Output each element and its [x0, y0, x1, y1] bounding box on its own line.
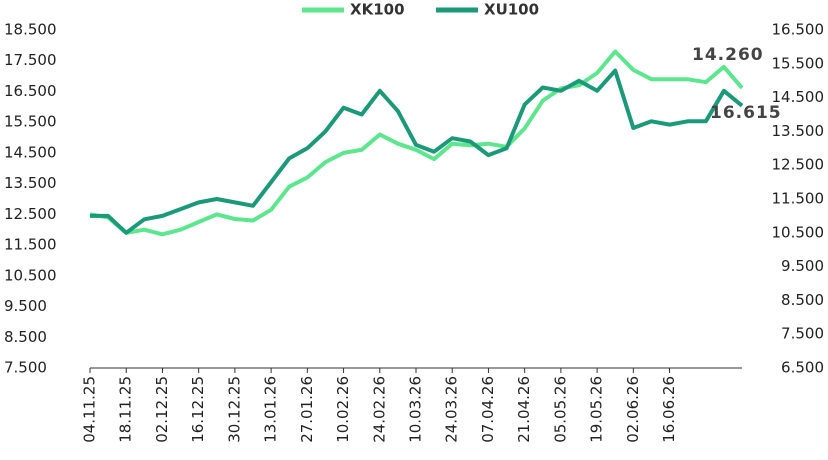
y-tick-label: 13.500	[4, 174, 57, 192]
legend-label: XK100	[350, 1, 405, 19]
x-tick-label: 13.01.26	[262, 376, 280, 443]
x-tick-label: 21.04.26	[515, 376, 533, 443]
x-tick-label: 10.02.26	[334, 376, 352, 443]
x-tick-label: 24.03.26	[443, 376, 461, 443]
series-line	[90, 68, 744, 235]
y2-tick-label: 13.500	[772, 122, 825, 140]
x-tick-label: 05.05.26	[551, 376, 569, 443]
x-tick-label: 10.03.26	[407, 376, 425, 443]
y-tick-label: 16.500	[4, 82, 57, 100]
y2-tick-label: 12.500	[772, 156, 825, 174]
value-label: 16.615	[710, 103, 782, 123]
x-tick-label: 24.02.26	[370, 376, 388, 443]
x-tick-label: 27.01.26	[298, 376, 316, 443]
legend-label: XU100	[484, 1, 539, 19]
series-line	[89, 49, 744, 237]
y-tick-label: 10.500	[4, 266, 57, 284]
x-tick-label: 02.06.26	[624, 376, 642, 443]
y2-tick-label: 9.500	[781, 257, 824, 275]
x-tick-label: 07.04.26	[479, 376, 497, 443]
y-tick-label: 9.500	[4, 297, 47, 315]
x-tick-label: 18.11.25	[117, 376, 135, 443]
y-tick-label: 14.500	[4, 143, 57, 161]
y-tick-label: 17.500	[4, 51, 57, 69]
y-tick-label: 18.500	[4, 21, 57, 39]
x-tick-label: 02.12.25	[153, 376, 171, 443]
y2-tick-label: 10.500	[772, 223, 825, 241]
x-tick-label: 30.12.25	[225, 376, 243, 443]
y-tick-label: 7.500	[4, 359, 47, 377]
y-tick-label: 15.500	[4, 113, 57, 131]
y-tick-label: 11.500	[4, 236, 57, 254]
x-tick-label: 16.06.26	[660, 376, 678, 443]
y2-tick-label: 16.500	[772, 21, 825, 39]
y-tick-label: 12.500	[4, 205, 57, 223]
y2-tick-label: 14.500	[772, 88, 825, 106]
value-label: 14.260	[692, 45, 764, 65]
x-tick-label: 16.12.25	[189, 376, 207, 443]
y-tick-label: 8.500	[4, 328, 47, 346]
x-tick-label: 19.05.26	[588, 376, 606, 443]
y2-tick-label: 7.500	[781, 325, 824, 343]
x-tick-label: 04.11.25	[81, 376, 99, 443]
y2-tick-label: 6.500	[781, 359, 824, 377]
y2-tick-label: 11.500	[772, 190, 825, 208]
y2-tick-label: 15.500	[772, 54, 825, 72]
y2-tick-label: 8.500	[781, 291, 824, 309]
